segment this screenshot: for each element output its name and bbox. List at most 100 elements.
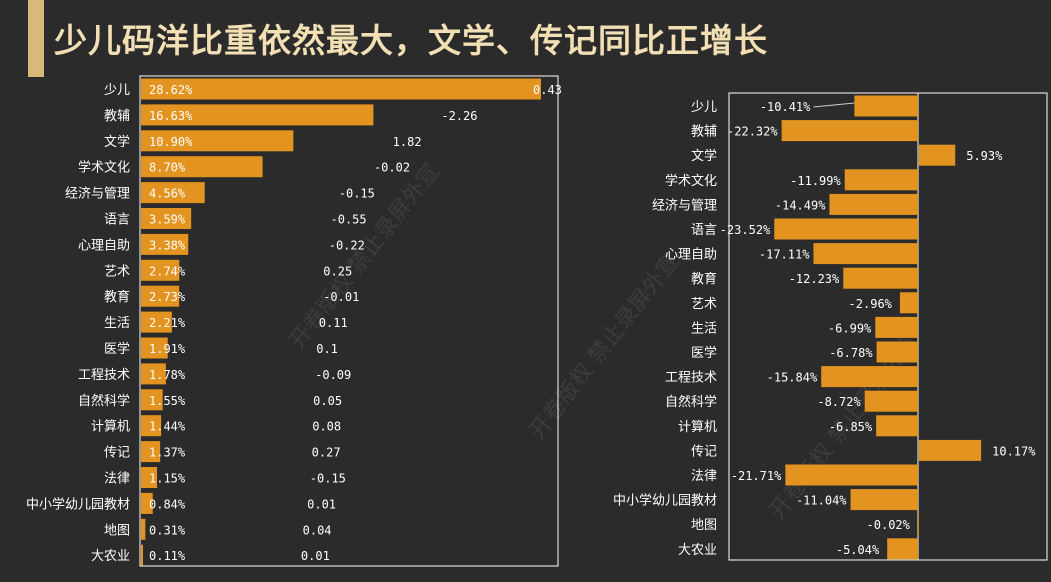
yoy-category-label: 经济与管理 — [652, 198, 717, 213]
share-category-label: 中小学幼儿园教材 — [26, 496, 130, 512]
share-bar — [141, 389, 163, 411]
share-bar — [141, 78, 541, 100]
watermark-2: 开卷版权 禁止录屏外宣 — [525, 249, 684, 443]
share-category-label: 传记 — [104, 446, 130, 461]
share-category-label: 工程技术 — [78, 368, 130, 383]
share-bar — [141, 492, 153, 514]
share-category-label: 教辅 — [104, 108, 130, 124]
share-change-label: 0.04 — [303, 523, 332, 537]
yoy-value-label: -6.78% — [829, 346, 873, 360]
yoy-category-label: 法律 — [691, 469, 717, 484]
share-bar — [141, 363, 166, 385]
share-category-label: 教育 — [104, 289, 130, 305]
share-value-label: 0.11% — [149, 549, 186, 563]
yoy-bar — [850, 489, 918, 511]
share-category-label: 生活 — [104, 316, 130, 331]
yoy-bar — [854, 95, 918, 117]
yoy-bar — [887, 538, 918, 560]
yoy-bar — [774, 218, 918, 240]
share-bar — [141, 415, 162, 437]
share-bar — [141, 104, 374, 126]
yoy-category-label: 计算机 — [678, 420, 717, 435]
yoy-value-label: -15.84% — [767, 371, 818, 385]
yoy-value-label: 10.17% — [992, 444, 1036, 458]
yoy-chart-frame — [728, 92, 1048, 561]
share-bar — [141, 467, 158, 488]
share-value-label: 8.70% — [149, 161, 186, 175]
share-value-label: 2.21% — [149, 316, 186, 330]
yoy-category-label: 生活 — [691, 321, 717, 336]
share-change-label: -0.55 — [331, 213, 367, 227]
title-accent-bar — [28, 0, 44, 77]
share-category-label: 医学 — [104, 341, 130, 357]
share-category-label: 少儿 — [104, 83, 130, 98]
share-change-label: 0.11 — [319, 316, 348, 330]
yoy-bar — [864, 390, 918, 412]
share-value-label: 0.84% — [149, 497, 186, 511]
yoy-bar — [844, 169, 918, 191]
yoy-category-label: 工程技术 — [665, 371, 717, 386]
share-change-label: 0.43 — [533, 83, 562, 97]
yoy-value-label: -11.99% — [790, 174, 841, 188]
yoy-value-label: -0.02% — [867, 518, 911, 532]
share-change-label: -0.09 — [315, 368, 351, 382]
yoy-category-label: 医学 — [691, 345, 717, 361]
yoy-category-label: 少儿 — [691, 100, 717, 115]
share-bar — [141, 518, 146, 540]
share-category-label: 大农业 — [91, 549, 130, 564]
share-change-label: 0.25 — [323, 264, 352, 278]
yoy-category-label: 文学 — [691, 148, 717, 164]
yoy-value-label: -5.04% — [836, 543, 880, 557]
yoy-bar — [785, 464, 918, 486]
share-category-label: 艺术 — [104, 264, 130, 279]
yoy-bar — [876, 341, 918, 363]
share-bar — [141, 130, 294, 152]
yoy-category-label: 大农业 — [678, 543, 717, 558]
yoy-bar — [875, 316, 918, 338]
share-category-label: 语言 — [104, 213, 130, 228]
yoy-bar — [781, 120, 918, 142]
yoy-value-label: -6.85% — [829, 420, 873, 434]
share-bar — [141, 233, 189, 255]
yoy-value-label: -14.49% — [775, 198, 826, 212]
yoy-bar — [821, 366, 918, 388]
share-value-label: 1.15% — [149, 472, 186, 486]
share-value-label: 4.56% — [149, 187, 186, 201]
share-category-label: 学术文化 — [78, 160, 130, 176]
share-value-label: 1.55% — [149, 394, 186, 408]
yoy-bar — [917, 513, 919, 535]
share-value-label: 2.74% — [149, 264, 186, 278]
yoy-value-label: -17.11% — [759, 248, 810, 262]
yoy-category-label: 艺术 — [691, 297, 717, 312]
share-change-label: 0.27 — [312, 446, 341, 460]
yoy-value-label: -6.99% — [828, 321, 872, 335]
share-category-label: 计算机 — [91, 420, 130, 435]
yoy-bar — [919, 439, 982, 461]
yoy-category-label: 教辅 — [691, 124, 717, 140]
share-change-label: 0.1 — [316, 342, 338, 356]
share-value-label: 10.90% — [149, 135, 193, 149]
share-value-label: 1.44% — [149, 420, 186, 434]
yoy-bar — [813, 243, 918, 265]
yoy-bar — [919, 144, 956, 166]
share-category-label: 法律 — [104, 472, 130, 487]
share-bar — [141, 208, 192, 229]
page-title: 少儿码洋比重依然最大，文学、传记同比正增长 — [54, 21, 768, 60]
share-category-label: 经济与管理 — [65, 187, 130, 202]
share-value-label: 16.63% — [149, 109, 193, 123]
share-change-label: -0.01 — [323, 290, 359, 304]
share-value-label: 2.73% — [149, 290, 186, 304]
share-value-label: 3.59% — [149, 213, 186, 227]
yoy-value-label: -2.96% — [849, 297, 893, 311]
share-change-label: -2.26 — [441, 109, 477, 123]
share-value-label: 3.38% — [149, 238, 186, 252]
yoy-value-label: 5.93% — [966, 149, 1003, 163]
yoy-value-label: -23.52% — [720, 223, 771, 237]
yoy-category-label: 传记 — [691, 444, 717, 459]
yoy-category-label: 学术文化 — [665, 173, 717, 189]
share-change-label: -0.15 — [339, 187, 375, 201]
yoy-bar — [843, 267, 918, 289]
yoy-value-label: -21.71% — [731, 469, 782, 483]
yoy-bar — [829, 193, 918, 215]
